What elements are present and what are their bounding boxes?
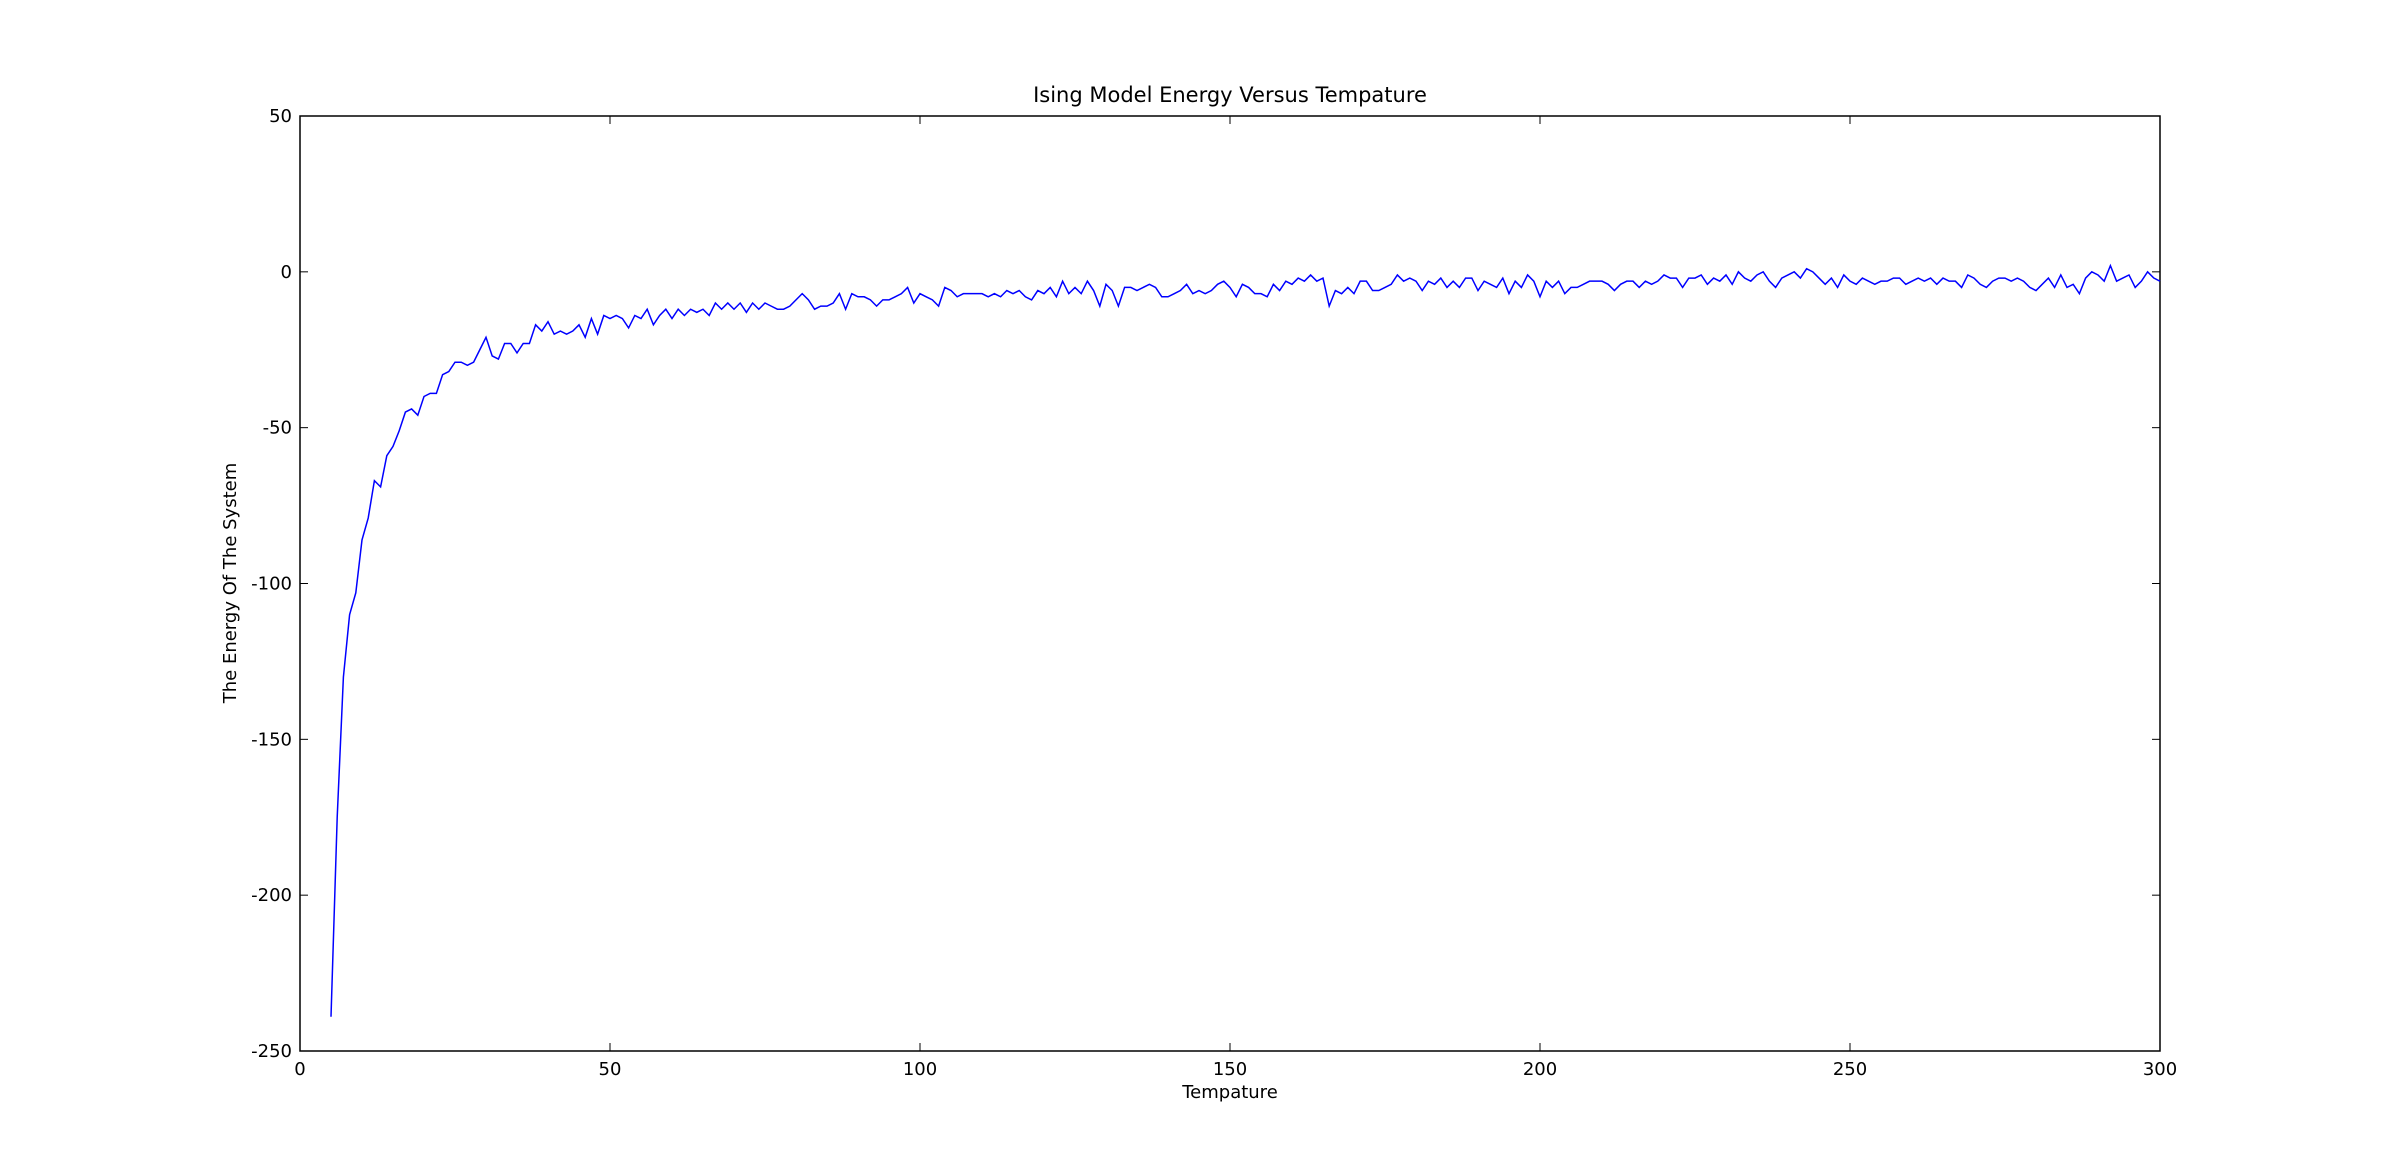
plot-frame [299,115,2161,1052]
x-tick-label: 100 [903,1059,937,1080]
x-tick-label: 300 [2143,1059,2177,1080]
x-axis-label: Tempature [1181,1082,1278,1103]
x-tick-label: 0 [294,1059,305,1080]
y-tick-label: -150 [251,729,292,750]
y-tick-label: 0 [281,262,292,283]
x-tick-label: 150 [1213,1059,1247,1080]
x-tick-label: 50 [599,1059,622,1080]
y-tick-label: -250 [251,1041,292,1062]
x-tick-label: 250 [1833,1059,1867,1080]
y-tick-label: -200 [251,885,292,906]
x-tick-label: 200 [1523,1059,1557,1080]
chart-title: Ising Model Energy Versus Tempature [1033,83,1427,107]
y-tick-label: 50 [269,106,292,127]
y-axis-label: The Energy Of The System [220,463,241,705]
y-tick-label: -100 [251,574,292,595]
data-line [330,263,2161,1017]
y-tick-label: -50 [263,418,292,439]
